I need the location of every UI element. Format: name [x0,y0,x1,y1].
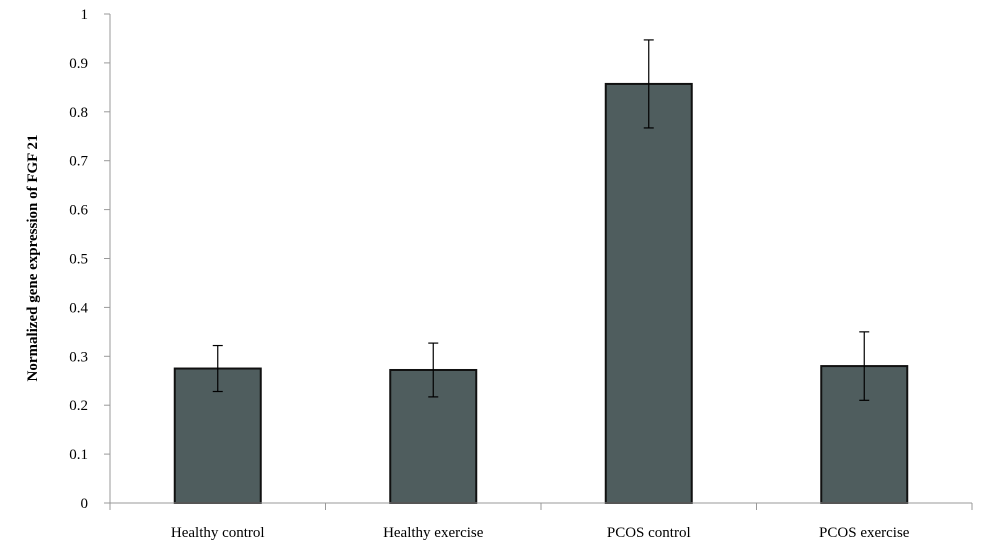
x-category-label: Healthy exercise [383,525,484,541]
y-tick-label: 1 [81,7,89,23]
y-tick-label: 0.9 [69,56,88,72]
y-tick-label: 0.7 [69,154,88,170]
y-axis-title: Normalized gene expression of FGF 21 [25,134,41,381]
y-tick-label: 0.2 [69,398,88,414]
y-axis-ticks: 0 0.1 0.2 0.3 0.4 0.5 0.6 0.7 0.8 0.9 1 [69,7,110,512]
error-bars [212,39,870,401]
y-tick-label: 0.5 [69,252,88,268]
y-tick-label: 0 [81,496,89,512]
y-tick-label: 0.6 [69,203,88,219]
y-tick-label: 0.1 [69,447,88,463]
bars [173,82,909,504]
y-tick-label: 0.3 [69,349,88,365]
bar [604,82,693,504]
x-category-label: PCOS control [607,525,691,541]
x-axis-labels: Healthy control Healthy exercise PCOS cont… [109,503,973,541]
y-tick-label: 0.8 [69,105,88,121]
x-category-label: Healthy control [171,525,265,541]
x-category-label: PCOS exercise [819,525,910,541]
y-tick-label: 0.4 [69,300,88,316]
